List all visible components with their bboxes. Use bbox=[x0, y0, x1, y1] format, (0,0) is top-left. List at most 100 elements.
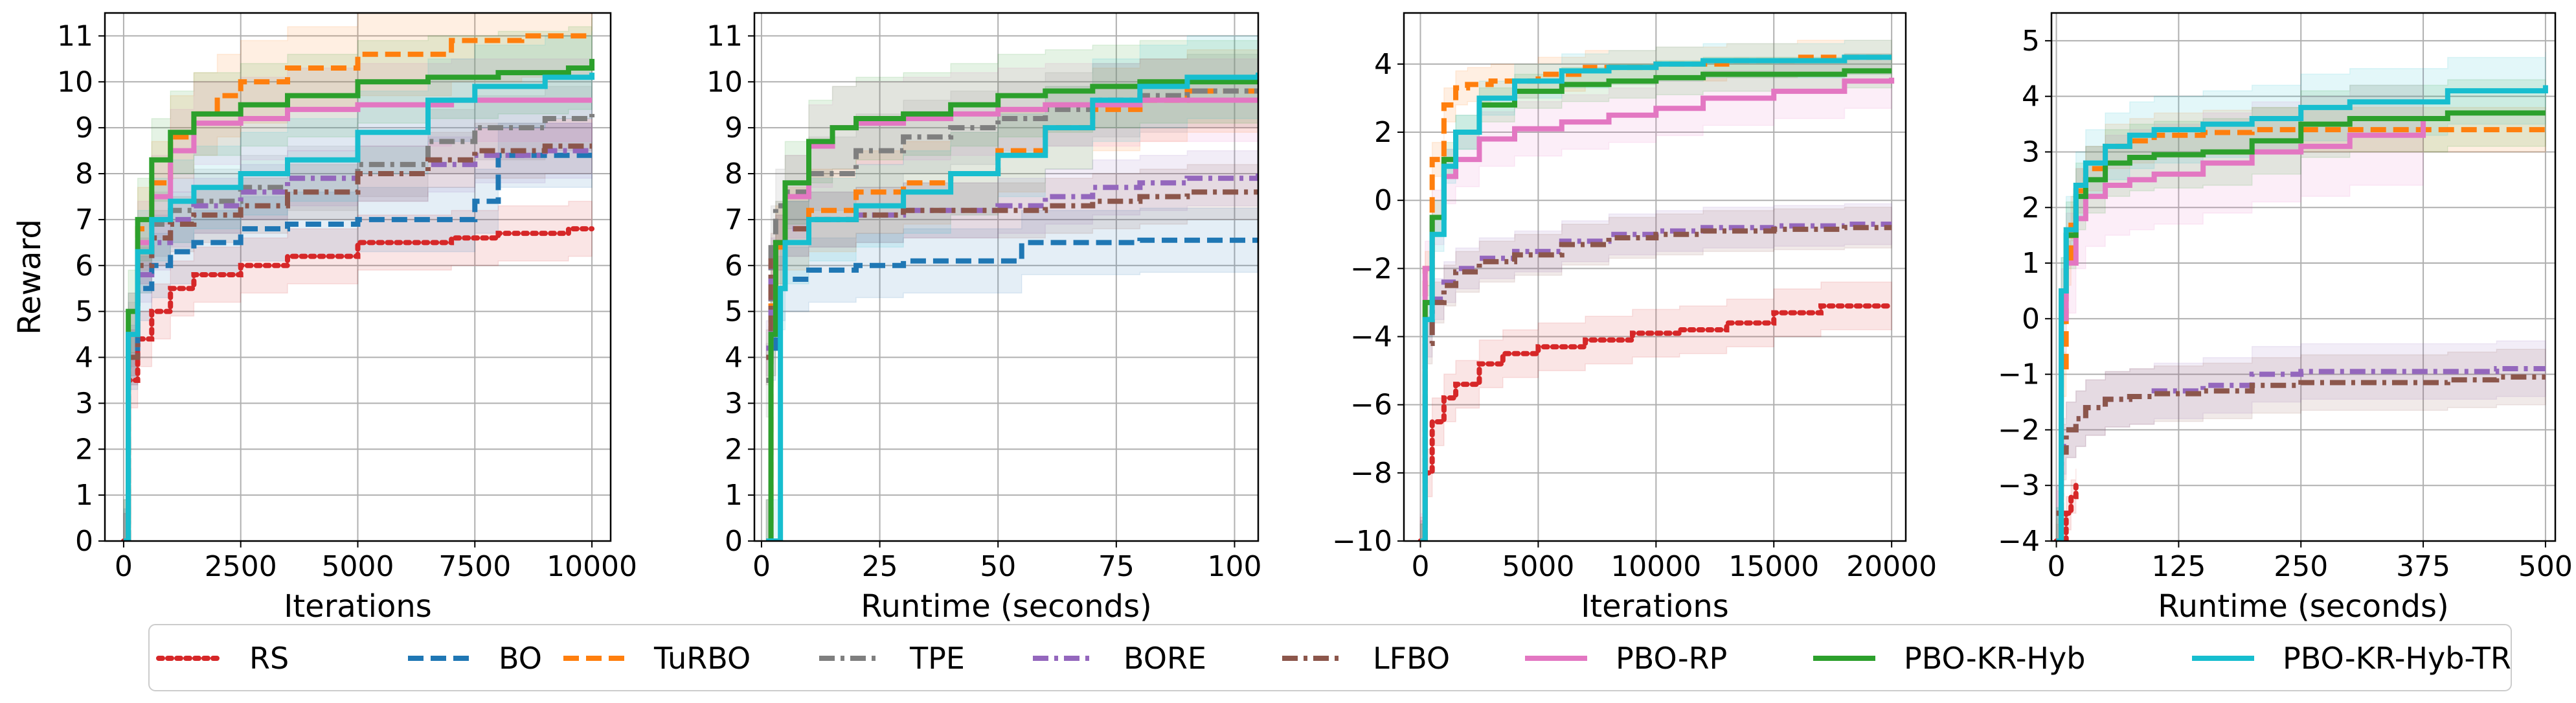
y-tick-label: 9 bbox=[75, 111, 93, 144]
legend: RS BO TuRBO TPE BORE LFBO PBO-RP PBO-KR-Hyb PBO-… bbox=[148, 624, 2512, 691]
x-tick-label: 0 bbox=[2048, 550, 2066, 583]
series-line-pbo-kr-hyb-tr bbox=[1420, 54, 1892, 541]
y-tick-label: −4 bbox=[1350, 321, 1392, 354]
x-tick-label: 10000 bbox=[1610, 550, 1701, 583]
x-tick-label: 5000 bbox=[322, 550, 394, 583]
x-tick-label: 0 bbox=[752, 550, 771, 583]
legend-label: LFBO bbox=[1373, 641, 1450, 676]
x-axis-label: Runtime (seconds) bbox=[2158, 588, 2448, 625]
x-tick-label: 375 bbox=[2396, 550, 2450, 583]
legend-item-pbo-kr-hyb-tr: PBO-KR-Hyb-TR bbox=[2192, 641, 2511, 676]
y-tick-label: 6 bbox=[75, 249, 93, 282]
y-tick-label: 11 bbox=[706, 19, 743, 52]
y-tick-label: 0 bbox=[725, 525, 743, 558]
ticks: 0 2500 5000 7500 10000 0 1 2 3 4 5 6 7 8 9 10 11 bbox=[57, 19, 637, 583]
y-tick-label: 7 bbox=[725, 203, 743, 236]
x-tick-label: 75 bbox=[1098, 550, 1135, 583]
series-line-pbo-kr-hyb bbox=[123, 58, 595, 541]
band-bo bbox=[770, 207, 1258, 381]
plot-area bbox=[1418, 40, 1895, 541]
legend-label: PBO-KR-Hyb bbox=[1904, 641, 2085, 676]
band-pbo-kr-hyb-tr bbox=[123, 31, 593, 541]
y-tick-label: 10 bbox=[706, 65, 743, 98]
legend-frame bbox=[148, 624, 2512, 691]
plot-area bbox=[120, 13, 595, 541]
y-tick-label: 5 bbox=[725, 295, 743, 328]
y-tick-label: 3 bbox=[75, 387, 93, 420]
y-tick-label: −4 bbox=[1998, 525, 2040, 558]
chart-panel-3: 0 5000 10000 15000 20000 −10 −8 −6 −4 −2 0 2 4 Iterat… bbox=[1332, 12, 1937, 625]
ticks: 0 25 50 75 100 0 1 2 3 4 5 6 7 8 9 10 11 bbox=[706, 19, 1261, 583]
y-tick-label: 8 bbox=[725, 157, 743, 190]
x-tick-label: 5000 bbox=[1502, 550, 1574, 583]
legend-item-pbo-rp: PBO-RP bbox=[1525, 641, 1727, 676]
y-tick-label: 11 bbox=[57, 19, 93, 52]
x-axis-label: Iterations bbox=[1581, 588, 1729, 625]
y-tick-label: −2 bbox=[1350, 252, 1392, 285]
x-tick-label: 20000 bbox=[1846, 550, 1937, 583]
band-pbo-rp bbox=[765, 58, 1258, 541]
y-tick-label: 2 bbox=[2022, 191, 2040, 224]
y-tick-label: −1 bbox=[1998, 358, 2040, 391]
series-line-lfbo bbox=[123, 143, 593, 541]
x-tick-label: 125 bbox=[2151, 550, 2206, 583]
y-tick-label: 0 bbox=[2022, 303, 2040, 336]
chart-panel-2: 0 25 50 75 100 0 1 2 3 4 5 6 7 8 9 10 11 Runtime (seconds… bbox=[706, 12, 1261, 625]
y-tick-label: −6 bbox=[1350, 389, 1392, 422]
plot-area bbox=[2053, 52, 2548, 541]
axes-frame bbox=[2050, 12, 2557, 542]
y-tick-label: 1 bbox=[2022, 247, 2040, 280]
x-tick-label: 25 bbox=[862, 550, 898, 583]
x-tick-label: 0 bbox=[1411, 550, 1429, 583]
y-tick-label: 5 bbox=[2022, 25, 2040, 58]
y-tick-label: 9 bbox=[725, 111, 743, 144]
y-tick-label: 5 bbox=[75, 295, 93, 328]
x-tick-label: 50 bbox=[980, 550, 1016, 583]
y-tick-label: 3 bbox=[2022, 135, 2040, 168]
x-tick-label: 2500 bbox=[205, 550, 277, 583]
legend-label: PBO-RP bbox=[1616, 641, 1727, 676]
series-line-lfbo bbox=[2056, 374, 2546, 516]
chart-panel-4: 0 125 250 375 500 −4 −3 −2 −1 0 1 2 3 4 5 Runtime (seco… bbox=[1998, 12, 2573, 625]
chart-panel-1: 0 2500 5000 7500 10000 0 1 2 3 4 5 6 7 8 9 10 11 Iteratio… bbox=[12, 12, 637, 625]
y-tick-label: −3 bbox=[1998, 469, 2040, 502]
legend-label: TuRBO bbox=[653, 641, 751, 676]
series-line-pbo-kr-hyb-tr bbox=[2056, 85, 2548, 541]
series-line-pbo-kr-hyb bbox=[766, 77, 1258, 541]
y-tick-label: 0 bbox=[75, 525, 93, 558]
legend-item-pbo-kr-hyb: PBO-KR-Hyb bbox=[1813, 641, 2085, 676]
y-tick-label: 4 bbox=[1374, 48, 1392, 81]
legend-item-lfbo: LFBO bbox=[1282, 641, 1450, 676]
series-line-rs bbox=[2053, 483, 2079, 541]
series-line-pbo-kr-hyb-tr bbox=[123, 73, 595, 541]
y-tick-label: 3 bbox=[725, 387, 743, 420]
y-tick-label: 0 bbox=[1374, 184, 1392, 217]
y-axis-label: Reward bbox=[12, 219, 48, 335]
y-tick-label: −2 bbox=[1998, 413, 2040, 446]
x-axis-label: Runtime (seconds) bbox=[861, 588, 1151, 625]
series-line-turbo bbox=[1420, 54, 1892, 541]
plot-area bbox=[765, 31, 1258, 541]
ticks: 0 5000 10000 15000 20000 −10 −8 −6 −4 −2 0 2 4 bbox=[1332, 48, 1937, 583]
y-tick-label: 1 bbox=[75, 479, 93, 512]
legend-item-turbo: TuRBO bbox=[563, 641, 751, 676]
legend-label: RS bbox=[249, 641, 289, 676]
x-tick-label: 7500 bbox=[438, 550, 511, 583]
legend-item-bo: BO bbox=[408, 641, 542, 676]
band-bore bbox=[1419, 203, 1892, 541]
y-tick-label: 4 bbox=[725, 341, 743, 375]
y-tick-label: 2 bbox=[1374, 116, 1392, 149]
x-tick-label: 500 bbox=[2518, 550, 2573, 583]
series-line-lfbo bbox=[766, 189, 1258, 360]
legend-item-tpe: TPE bbox=[819, 641, 965, 676]
band-bore bbox=[2055, 340, 2546, 541]
y-tick-label: 1 bbox=[725, 479, 743, 512]
x-axis-label: Iterations bbox=[284, 588, 432, 625]
band-pbo-kr-hyb bbox=[765, 36, 1258, 541]
legend-item-bore: BORE bbox=[1033, 641, 1206, 676]
panels: 0 2500 5000 7500 1000001234567891011Iteratio… bbox=[12, 12, 2573, 625]
legend-item-rs: RS bbox=[156, 641, 289, 676]
x-tick-label: 250 bbox=[2274, 550, 2328, 583]
legend-label: BO bbox=[499, 641, 542, 676]
